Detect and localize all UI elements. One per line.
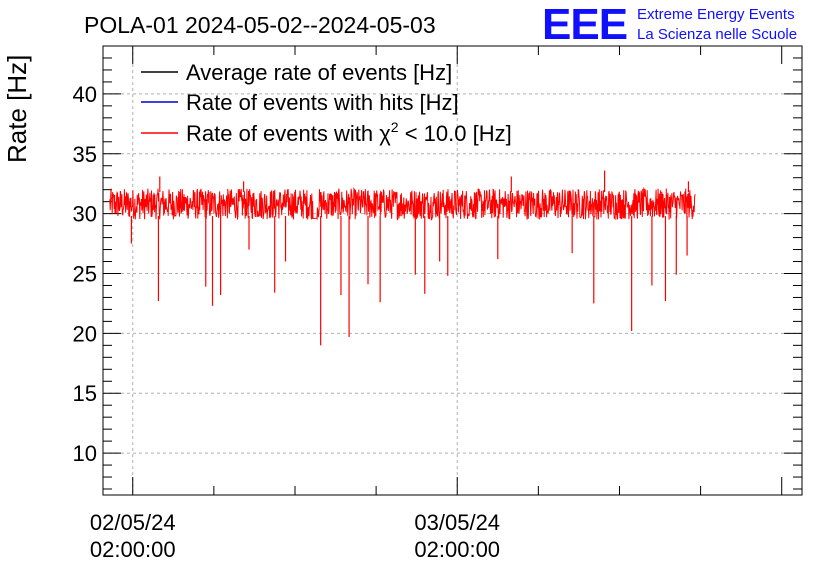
legend-label-chi2-prefix: Rate of events with — [186, 121, 379, 146]
x-tick-time-1: 02:00:00 — [414, 537, 500, 562]
y-tick-label-10: 10 — [73, 441, 97, 466]
legend-label-average: Average rate of events [Hz] — [186, 60, 452, 85]
plot-frame — [102, 45, 803, 496]
legend: Average rate of events [Hz] Rate of even… — [141, 60, 512, 146]
legend-label-hits: Rate of events with hits [Hz] — [186, 90, 459, 115]
legend-label-chi2-superscript: 2 — [391, 119, 399, 135]
chart-title: POLA-01 2024-05-02--2024-05-03 — [84, 12, 436, 38]
logo-line-1: Extreme Energy Events — [637, 6, 795, 23]
logo-line-2: La Scienza nelle Scuole — [637, 26, 797, 43]
legend-label-chi2-suffix: < 10.0 [Hz] — [399, 121, 512, 146]
y-axis-label: Rate [Hz] — [2, 55, 32, 163]
x-tick-date-1: 03/05/24 — [414, 510, 500, 535]
y-tick-label-25: 25 — [73, 261, 97, 286]
y-tick-label-30: 30 — [73, 202, 97, 227]
y-tick-label-35: 35 — [73, 142, 97, 167]
legend-label-chi2-symbol: χ — [379, 121, 391, 146]
series-extremes — [130, 170, 690, 346]
y-tick-labels: 10 15 20 25 30 35 40 — [73, 82, 97, 466]
y-tick-label-15: 15 — [73, 381, 97, 406]
x-tick-date-0: 02/05/24 — [90, 510, 176, 535]
x-tick-time-0: 02:00:00 — [90, 537, 176, 562]
axis-ticks — [103, 45, 802, 495]
logo-mark: EEE — [542, 0, 627, 49]
y-tick-label-20: 20 — [73, 321, 97, 346]
y-tick-label-40: 40 — [73, 82, 97, 107]
grid-lines — [103, 46, 802, 495]
legend-label-chi2: Rate of events with χ2 < 10.0 [Hz] — [186, 119, 512, 146]
series-line-chi2-rate — [109, 186, 696, 221]
eee-logo: EEE Extreme Energy Events La Scienza nel… — [542, 0, 797, 49]
